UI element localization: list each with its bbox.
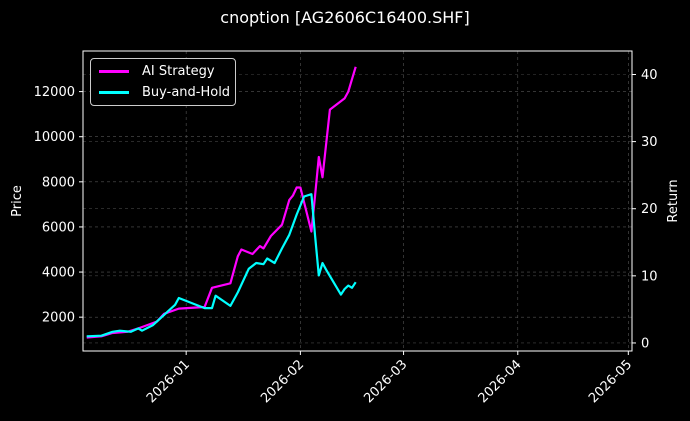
y2-tick-label: 10	[641, 269, 658, 284]
x-tick-label: 2026-05	[586, 357, 635, 406]
legend-item-ai-strategy: AI Strategy	[99, 62, 215, 80]
y-tick-label: 6000	[42, 220, 75, 235]
legend-label: AI Strategy	[142, 63, 215, 79]
y2-tick-label: 40	[641, 68, 658, 83]
legend-label: Buy-and-Hold	[142, 84, 231, 100]
y-tick-label: 12000	[34, 85, 75, 100]
y2-tick-label: 20	[641, 202, 658, 217]
y2-tick-label: 30	[641, 135, 658, 150]
x-tick-label: 2026-03	[361, 357, 410, 406]
y2-tick-label: 0	[641, 336, 649, 351]
y-tick-label: 8000	[42, 175, 75, 190]
y-tick-label: 4000	[42, 266, 75, 281]
x-tick-label: 2026-02	[258, 357, 307, 406]
legend-swatch-ai-strategy	[99, 69, 129, 73]
ai-strategy-line	[86, 66, 357, 339]
y-tick-label: 10000	[34, 130, 75, 145]
y-axis-label: Price	[10, 185, 25, 217]
legend: AI Strategy Buy-and-Hold	[90, 58, 236, 106]
chart-title: cnoption [AG2606C16400.SHF]	[220, 8, 470, 27]
x-tick-label: 2026-01	[144, 357, 193, 406]
x-tick-label: 2026-04	[476, 357, 525, 406]
legend-item-buy-and-hold: Buy-and-Hold	[99, 83, 230, 101]
y2-axis-label: Return	[666, 179, 681, 222]
buy-and-hold-line	[86, 193, 357, 338]
legend-swatch-buy-and-hold	[99, 90, 129, 94]
y-tick-label: 2000	[42, 311, 75, 326]
